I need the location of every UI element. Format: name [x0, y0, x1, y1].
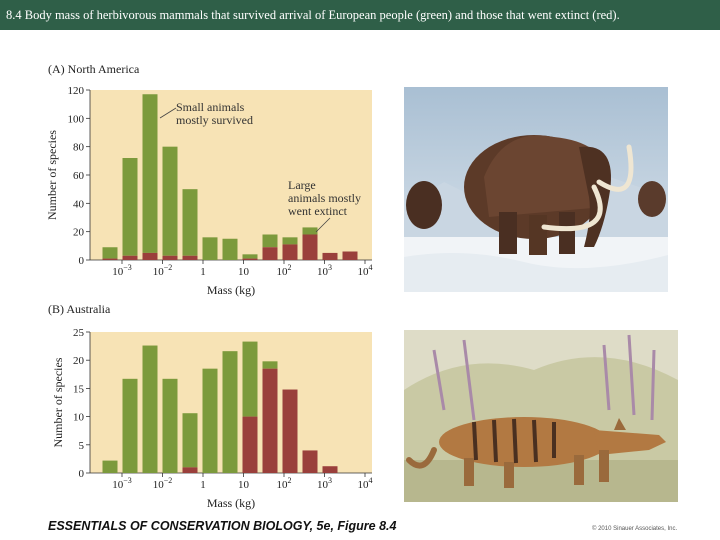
au-bar-survived: [142, 345, 158, 473]
na-bar-extinct: [242, 258, 258, 260]
au-ytick-label: 5: [79, 440, 85, 452]
na-bar-survived: [142, 94, 158, 253]
slide-caption: 8.4 Body mass of herbivorous mammals tha…: [0, 0, 720, 30]
na-bar-survived: [302, 227, 318, 235]
au-xtick-label: 10−3: [112, 476, 132, 491]
na-ytick-label: 120: [68, 85, 85, 97]
au-bar-survived: [222, 351, 238, 473]
au-xtick-label: 104: [358, 476, 373, 491]
na-bar-survived: [222, 238, 238, 260]
au-bar-survived: [242, 341, 258, 417]
na-ytick-label: 0: [79, 255, 85, 267]
na-bar-extinct: [302, 234, 318, 260]
na-ytick-label: 20: [73, 227, 85, 239]
na-bar-extinct: [122, 255, 138, 260]
au-bar-survived: [262, 361, 278, 369]
na-bar-survived: [202, 237, 218, 260]
au-bar-survived: [182, 413, 198, 468]
na-bar-extinct: [342, 251, 358, 260]
na-bar-survived: [122, 158, 138, 256]
au-bar-survived: [162, 378, 178, 473]
chart-north-america-svg: (A) North America 0 20 40 60 80 100 120 Number o…: [45, 62, 373, 297]
na-bar-extinct: [182, 255, 198, 260]
na-ytick-label: 60: [73, 170, 85, 182]
au-bar-extinct: [182, 467, 198, 473]
na-ytick-label: 40: [73, 198, 85, 210]
na-panel-label: (A) North America: [48, 62, 140, 76]
na-annotation-small: Small animals mostly survived: [176, 100, 253, 127]
na-xtick-label: 1: [200, 266, 206, 278]
na-annotation-small-pointer: [159, 107, 177, 119]
au-xtick-label: 1: [200, 479, 206, 491]
na-xtick-label: 10: [238, 266, 250, 278]
au-ytick-label: 10: [73, 412, 85, 424]
mammoth-illustration: [404, 87, 668, 292]
na-annotation-large-pointer: [315, 217, 331, 233]
thylacine-illustration: [404, 330, 678, 502]
au-ytick-label: 15: [73, 383, 85, 395]
au-panel-label: (B) Australia: [48, 302, 111, 316]
na-xtick-label: 104: [358, 263, 373, 278]
au-xtick-label: 10: [238, 479, 250, 491]
au-x-axis-label: Mass (kg): [207, 496, 255, 510]
na-bar-survived: [262, 234, 278, 248]
na-bar-survived: [242, 254, 258, 259]
na-xtick-label: 103: [317, 263, 332, 278]
na-bar-extinct: [262, 247, 278, 260]
na-xtick-label: 10−2: [153, 263, 173, 278]
na-bar-survived: [282, 237, 298, 245]
au-bar-survived: [122, 378, 138, 473]
chart-north-america: (A) North America 0 20 40 60 80 100 120 Number o…: [0, 58, 400, 298]
na-bar-survived: [162, 146, 178, 256]
na-bar-extinct: [102, 258, 118, 260]
na-annotation-large: Large animals mostly went extinct: [288, 178, 361, 218]
au-bar-extinct: [322, 466, 338, 473]
au-xtick-label: 10−2: [153, 476, 173, 491]
na-bar-extinct: [322, 252, 338, 260]
na-bar-survived: [182, 189, 198, 256]
au-ytick-label: 20: [73, 355, 85, 367]
chart-australia: (B) Australia 0 5 10 15 20 25 Number of species…: [0, 298, 400, 518]
na-ytick-label: 100: [68, 113, 85, 125]
chart-australia-svg: (B) Australia 0 5 10 15 20 25 Number of species…: [48, 302, 373, 510]
figure-source-title: ESSENTIALS OF CONSERVATION BIOLOGY, 5e, …: [48, 519, 397, 533]
au-bar-extinct: [282, 389, 298, 473]
au-ytick-label: 0: [79, 468, 85, 480]
au-bar-survived: [202, 368, 218, 473]
au-xtick-label: 102: [277, 476, 292, 491]
na-bar-survived: [102, 247, 118, 259]
na-ytick-label: 80: [73, 142, 85, 154]
au-xtick-label: 103: [317, 476, 332, 491]
na-bar-extinct: [282, 244, 298, 260]
copyright-notice: © 2010 Sinauer Associates, Inc.: [592, 526, 678, 532]
au-bar-extinct: [302, 450, 318, 473]
na-xtick-label: 10−3: [112, 263, 132, 278]
na-bar-extinct: [142, 252, 158, 260]
au-bar-extinct: [262, 368, 278, 473]
au-ytick-label: 25: [73, 327, 85, 339]
au-bar-extinct: [242, 416, 258, 473]
na-x-axis-label: Mass (kg): [207, 283, 255, 297]
na-y-axis-label: Number of species: [45, 130, 59, 220]
na-bar-extinct: [162, 255, 178, 260]
au-y-axis-label: Number of species: [51, 357, 65, 447]
na-xtick-label: 102: [277, 263, 292, 278]
au-bar-survived: [102, 460, 118, 473]
